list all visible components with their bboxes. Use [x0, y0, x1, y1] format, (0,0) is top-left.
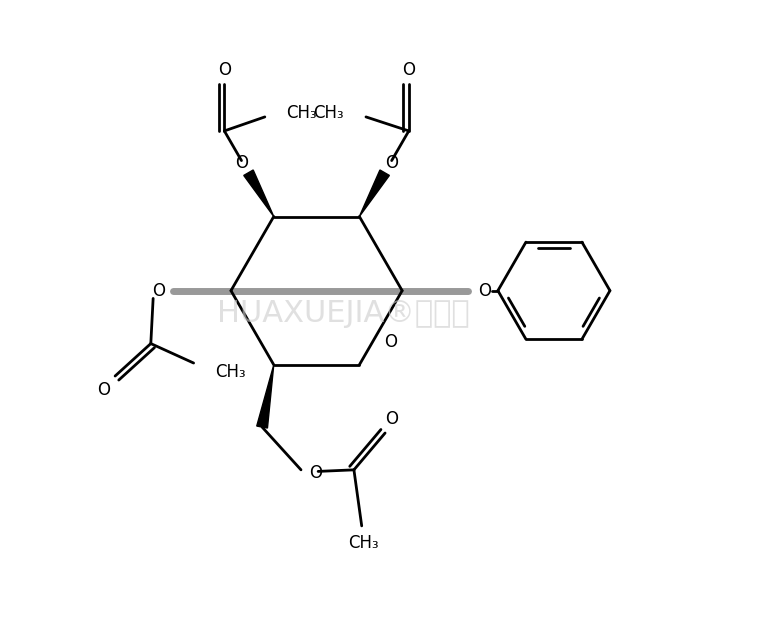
- Polygon shape: [359, 170, 390, 217]
- Text: O: O: [478, 281, 490, 300]
- Text: O: O: [308, 464, 322, 482]
- Text: O: O: [385, 154, 398, 172]
- Text: O: O: [385, 410, 398, 428]
- Text: O: O: [152, 281, 165, 300]
- Text: O: O: [402, 61, 415, 79]
- Text: O: O: [218, 61, 231, 79]
- Text: O: O: [97, 381, 110, 399]
- Polygon shape: [244, 170, 274, 217]
- Text: O: O: [384, 333, 398, 350]
- Polygon shape: [257, 365, 274, 428]
- Text: HUAXUEJIA®化学加: HUAXUEJIA®化学加: [217, 300, 470, 328]
- Text: CH₃: CH₃: [287, 104, 317, 122]
- Text: CH₃: CH₃: [348, 534, 379, 552]
- Text: CH₃: CH₃: [216, 364, 246, 381]
- Text: O: O: [235, 154, 248, 172]
- Text: CH₃: CH₃: [313, 104, 344, 122]
